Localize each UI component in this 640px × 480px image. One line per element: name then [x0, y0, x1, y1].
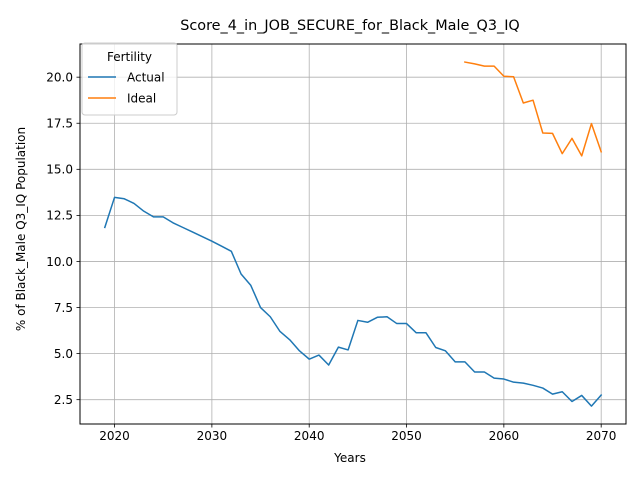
y-tick-label: 15.0: [46, 163, 73, 177]
grid: [80, 44, 626, 424]
series-line-actual: [103, 196, 603, 407]
series-lines: [103, 61, 603, 407]
y-tick-label: 12.5: [46, 209, 73, 223]
x-tick-label: 2060: [489, 429, 520, 443]
legend-title: Fertility: [107, 50, 152, 64]
y-tick-label: 2.5: [54, 393, 73, 407]
series-line-ideal: [464, 61, 603, 157]
y-tick-label: 20.0: [46, 70, 73, 84]
x-axis-ticks: 2020 2030 2040 2050 2060 2070: [99, 424, 616, 443]
y-axis-ticks: 2.5 5.0 7.5 10.0 12.5 15.0 17.5 20.0: [46, 70, 80, 407]
legend-box: [81, 42, 178, 116]
y-tick-label: 10.0: [46, 255, 73, 269]
y-axis-label: % of Black_Male Q3_IQ Population: [14, 127, 28, 331]
x-tick-label: 2050: [391, 429, 422, 443]
legend: Fertility Actual Ideal: [81, 42, 178, 116]
x-tick-label: 2070: [586, 429, 617, 443]
x-tick-label: 2040: [294, 429, 325, 443]
legend-label-actual: Actual: [127, 71, 165, 85]
x-tick-label: 2020: [99, 429, 130, 443]
y-tick-label: 5.0: [54, 347, 73, 361]
plot-area-frame: [79, 43, 627, 425]
chart-title: Score_4_in_JOB_SECURE_for_Black_Male_Q3_…: [180, 18, 520, 34]
y-tick-label: 17.5: [46, 117, 73, 131]
legend-label-ideal: Ideal: [127, 92, 156, 106]
y-tick-label: 7.5: [54, 301, 73, 315]
x-tick-label: 2030: [197, 429, 228, 443]
x-axis-label: Years: [333, 451, 366, 465]
